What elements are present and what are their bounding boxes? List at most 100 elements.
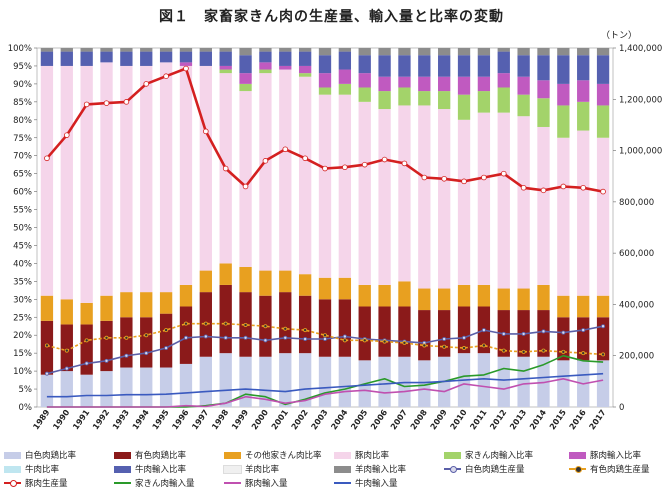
legend-item: 家きん肉輸入比率 (444, 449, 569, 461)
bar-segment (199, 270, 212, 293)
x-axis-tick-label: 1999 (230, 408, 250, 432)
bar-segment (418, 105, 431, 289)
bar-segment (398, 105, 411, 282)
legend-item: 羊肉輸入比率 (334, 463, 444, 475)
bar-segment (40, 48, 54, 52)
series-point (164, 346, 169, 351)
bar-segment (358, 73, 371, 88)
left-axis-tick-label: 5% (19, 385, 33, 395)
x-axis-tick-label: 1997 (190, 408, 210, 431)
bar-segment (557, 83, 570, 106)
legend-item: 豚肉比率 (334, 449, 444, 461)
bar-segment (517, 356, 530, 407)
left-axis-tick-label: 45% (13, 241, 32, 251)
bar-segment (80, 302, 93, 325)
series-point (342, 338, 347, 343)
series-point (481, 328, 486, 333)
x-axis-tick-label: 1994 (131, 408, 151, 432)
bar-segment (457, 76, 471, 95)
series-point (123, 99, 130, 105)
bar-segment (100, 51, 113, 63)
bar-segment (477, 91, 491, 113)
series-point (124, 335, 129, 340)
bar-segment (338, 299, 352, 357)
bar-segment (60, 324, 73, 372)
series-point (520, 184, 527, 191)
series-point (242, 183, 249, 190)
bar-segment (219, 263, 232, 285)
bar-segment (398, 76, 411, 88)
x-axis-tick-label: 2017 (588, 408, 608, 431)
bar-segment (239, 83, 252, 92)
bar-segment (100, 371, 113, 407)
bar-segment (100, 320, 113, 372)
x-axis-tick-label: 2009 (429, 408, 449, 432)
series-point (263, 324, 268, 329)
legend-swatch (114, 465, 131, 473)
bar-segment (477, 76, 491, 92)
bar-segment (477, 284, 491, 307)
series-point (183, 335, 188, 340)
series-point (501, 331, 506, 336)
x-axis-tick-label: 1992 (91, 408, 111, 431)
bar-segment (557, 137, 570, 296)
series-point (521, 349, 526, 354)
bar-segment (457, 94, 471, 120)
bar-segment (398, 281, 411, 307)
bar-segment (80, 48, 93, 52)
bar-segment (457, 284, 471, 307)
left-axis-tick-label: 15% (13, 349, 32, 359)
series-point (203, 321, 208, 326)
x-axis-tick-label: 1996 (170, 408, 190, 432)
legend-swatch (334, 465, 351, 473)
bar-segment (477, 112, 491, 285)
bar-segment (259, 69, 272, 74)
series-point (164, 328, 169, 333)
bar-segment (398, 55, 411, 77)
series-point (580, 184, 587, 191)
x-axis-tick-label: 2016 (568, 408, 588, 432)
right-axis-tick-label: 200,000 (619, 352, 654, 362)
legend-label: 羊肉比率 (245, 465, 280, 475)
series-point (601, 352, 606, 357)
legend-item: 有色肉鶏比率 (114, 449, 224, 461)
x-axis-tick-label: 2003 (309, 408, 329, 431)
series-point (83, 101, 90, 108)
bar-segment (219, 65, 232, 70)
bar-segment (318, 94, 332, 278)
bar-segment (179, 48, 193, 52)
bar-segment (259, 48, 272, 52)
right-axis-unit-label: （トン） (601, 30, 637, 41)
series-point (144, 333, 149, 338)
legend-item: 白色肉鶏比率 (4, 449, 114, 461)
series-point (243, 335, 248, 340)
bar-segment (378, 91, 391, 110)
bar-segment (279, 69, 292, 271)
series-point (103, 100, 110, 106)
bar-segment (219, 284, 232, 354)
bar-segment (418, 55, 431, 77)
series-point (462, 335, 467, 340)
bar-segment (159, 48, 173, 52)
legend-item: 家きん肉輸入量 (114, 477, 224, 489)
bar-segment (318, 299, 332, 357)
bar-segment (338, 48, 352, 52)
series-point (84, 338, 89, 343)
bar-segment (318, 277, 332, 300)
bar-segment (418, 76, 431, 92)
bar-segment (358, 48, 371, 56)
bar-segment (438, 109, 451, 289)
left-axis-tick-label: 30% (13, 295, 32, 305)
left-axis-tick-label: 70% (13, 152, 32, 162)
x-axis-tick-label: 2004 (329, 408, 349, 432)
legend-swatch (569, 451, 586, 459)
series-point (243, 322, 248, 327)
bar-segment (80, 65, 93, 303)
series-point (421, 174, 428, 181)
bar-segment (358, 284, 371, 307)
bar-segment (298, 73, 312, 77)
bar-segment (438, 76, 451, 92)
legend-item: 豚肉輸入比率 (569, 449, 663, 461)
bar-segment (497, 356, 510, 407)
bar-segment (298, 76, 312, 275)
